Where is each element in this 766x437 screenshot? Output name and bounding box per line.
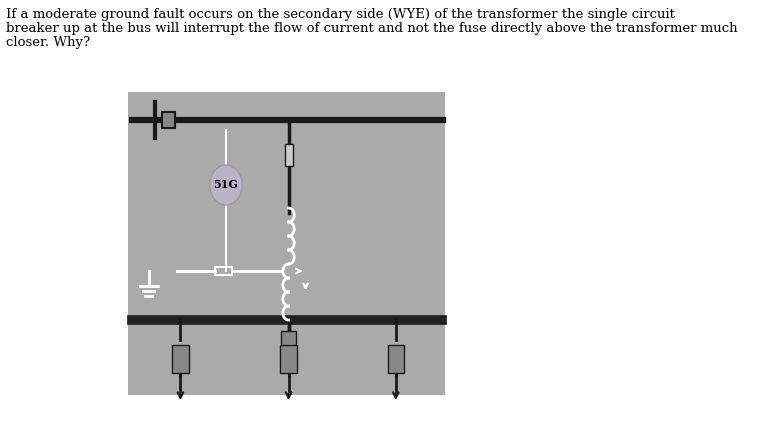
- Bar: [215, 267, 231, 275]
- Circle shape: [210, 165, 242, 205]
- Text: breaker up at the bus will interrupt the flow of current and not the fuse direct: breaker up at the bus will interrupt the…: [5, 22, 738, 35]
- Bar: [280, 345, 296, 373]
- Bar: [281, 331, 296, 353]
- Text: 51G: 51G: [214, 180, 238, 191]
- Bar: [285, 144, 293, 166]
- Text: closer. Why?: closer. Why?: [5, 36, 90, 49]
- Bar: [162, 112, 175, 128]
- Bar: [172, 345, 188, 373]
- Bar: [129, 92, 445, 395]
- Text: If a moderate ground fault occurs on the secondary side (WYE) of the transformer: If a moderate ground fault occurs on the…: [5, 8, 675, 21]
- Bar: [388, 345, 404, 373]
